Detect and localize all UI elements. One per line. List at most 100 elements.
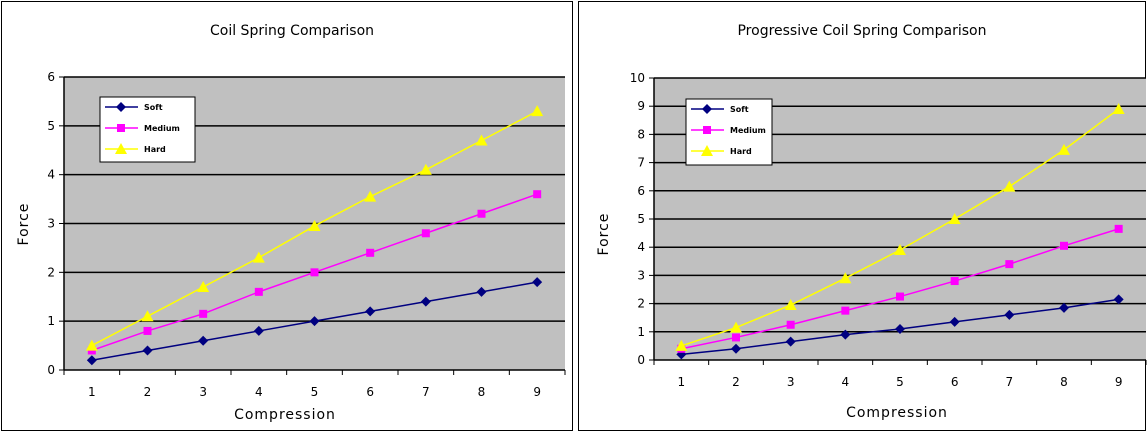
progressive-coil-spring-chart: Progressive Coil Spring Comparison Compr… bbox=[578, 1, 1147, 431]
data-point-soft bbox=[309, 316, 320, 327]
data-point-medium bbox=[421, 229, 430, 238]
data-point-hard bbox=[1003, 180, 1016, 192]
x-tick-label: 7 bbox=[1006, 375, 1014, 389]
data-point-medium bbox=[1060, 241, 1068, 250]
x-tick-label: 6 bbox=[951, 375, 959, 389]
y-axis-label: Force bbox=[16, 203, 32, 246]
data-point-medium bbox=[841, 306, 850, 315]
y-tick-label: 3 bbox=[637, 268, 645, 282]
data-point-medium bbox=[143, 326, 152, 335]
x-tick-label: 5 bbox=[896, 375, 904, 389]
legend-marker-hard bbox=[115, 143, 127, 154]
data-point-hard bbox=[1112, 103, 1125, 115]
data-point-medium bbox=[1114, 224, 1123, 233]
data-point-medium bbox=[199, 309, 208, 318]
data-point-hard bbox=[252, 251, 265, 263]
data-point-soft bbox=[198, 335, 209, 346]
legend: Soft Medium Hard bbox=[685, 98, 773, 166]
x-axis-label: Compression bbox=[846, 405, 948, 421]
y-tick-label: 0 bbox=[637, 353, 645, 367]
data-point-medium bbox=[366, 248, 375, 257]
legend-box bbox=[99, 96, 196, 163]
legend-box bbox=[685, 98, 773, 166]
y-tick-label: 4 bbox=[47, 168, 55, 182]
data-point-hard bbox=[85, 339, 98, 351]
data-point-hard bbox=[197, 280, 210, 292]
data-point-hard bbox=[1058, 143, 1070, 155]
x-tick-label: 4 bbox=[842, 375, 850, 389]
data-point-medium bbox=[477, 209, 486, 218]
data-point-hard bbox=[675, 339, 688, 351]
coil-spring-chart: Coil Spring Comparison Compression Force… bbox=[1, 1, 573, 431]
y-tick-label: 6 bbox=[47, 70, 55, 84]
data-point-soft bbox=[532, 277, 543, 288]
x-tick-label: 6 bbox=[366, 385, 374, 399]
y-tick-label: 6 bbox=[637, 184, 645, 198]
coil-spring-chart-svg: Coil Spring Comparison Compression Force… bbox=[16, 23, 566, 423]
data-point-medium bbox=[1005, 260, 1014, 269]
chart-title: Coil Spring Comparison bbox=[210, 23, 374, 39]
data-point-medium bbox=[732, 333, 740, 342]
y-tick-label: 2 bbox=[47, 265, 55, 279]
data-point-soft bbox=[253, 325, 264, 336]
data-point-soft bbox=[840, 329, 851, 340]
chart-title: Progressive Coil Spring Comparison bbox=[737, 23, 986, 39]
x-tick-label: 2 bbox=[144, 385, 152, 399]
legend-marker-soft bbox=[702, 104, 712, 114]
data-point-hard bbox=[364, 190, 377, 202]
legend-label-hard: Hard bbox=[730, 147, 752, 156]
y-tick-label: 5 bbox=[47, 119, 55, 133]
y-tick-label: 7 bbox=[637, 156, 645, 170]
data-point-soft bbox=[86, 355, 97, 366]
x-tick-label: 9 bbox=[1115, 375, 1123, 389]
data-point-hard bbox=[475, 134, 488, 146]
x-tick-label: 7 bbox=[422, 385, 430, 399]
y-tick-label: 4 bbox=[637, 240, 645, 254]
data-point-medium bbox=[786, 320, 795, 329]
data-point-medium bbox=[254, 287, 263, 296]
data-point-soft bbox=[1113, 294, 1124, 305]
data-point-hard bbox=[784, 299, 797, 311]
data-point-soft bbox=[731, 343, 741, 354]
legend-marker-hard bbox=[701, 145, 713, 156]
data-point-soft bbox=[1004, 309, 1015, 320]
x-tick-label: 5 bbox=[311, 385, 319, 399]
x-tick-label: 3 bbox=[787, 375, 795, 389]
y-tick-label: 10 bbox=[630, 71, 645, 85]
x-axis-label: Compression bbox=[234, 407, 336, 423]
data-point-hard bbox=[894, 244, 906, 256]
x-tick-label: 2 bbox=[732, 375, 740, 389]
data-point-hard bbox=[419, 163, 432, 175]
legend: Soft Medium Hard bbox=[99, 96, 196, 163]
x-tick-label: 8 bbox=[1060, 375, 1068, 389]
data-point-soft bbox=[142, 345, 153, 356]
data-point-hard bbox=[141, 310, 154, 322]
legend-label-soft: Soft bbox=[730, 105, 749, 114]
y-tick-label: 3 bbox=[47, 217, 55, 231]
y-tick-label: 1 bbox=[637, 325, 645, 339]
data-point-soft bbox=[1059, 302, 1069, 313]
data-point-soft bbox=[895, 323, 905, 334]
legend-label-medium: Medium bbox=[730, 126, 766, 135]
data-point-soft bbox=[785, 336, 796, 347]
progressive-coil-spring-chart-svg: Progressive Coil Spring Comparison Compr… bbox=[596, 23, 1147, 421]
data-point-hard bbox=[730, 321, 742, 333]
x-tick-label: 4 bbox=[255, 385, 263, 399]
data-point-medium bbox=[896, 292, 904, 301]
data-point-medium bbox=[950, 277, 959, 286]
data-point-medium bbox=[533, 190, 542, 199]
data-point-soft bbox=[476, 286, 487, 297]
legend-label-medium: Medium bbox=[144, 124, 180, 133]
x-tick-label: 1 bbox=[88, 385, 96, 399]
y-tick-label: 1 bbox=[47, 314, 55, 328]
data-point-hard bbox=[531, 105, 544, 117]
data-point-hard bbox=[308, 219, 321, 231]
y-tick-label: 0 bbox=[47, 363, 55, 377]
y-tick-label: 2 bbox=[637, 297, 645, 311]
data-point-soft bbox=[365, 306, 376, 317]
y-tick-label: 8 bbox=[637, 127, 645, 141]
legend-marker-soft bbox=[116, 102, 126, 112]
data-point-medium bbox=[310, 268, 319, 277]
data-point-soft bbox=[949, 316, 960, 327]
x-tick-label: 3 bbox=[199, 385, 207, 399]
